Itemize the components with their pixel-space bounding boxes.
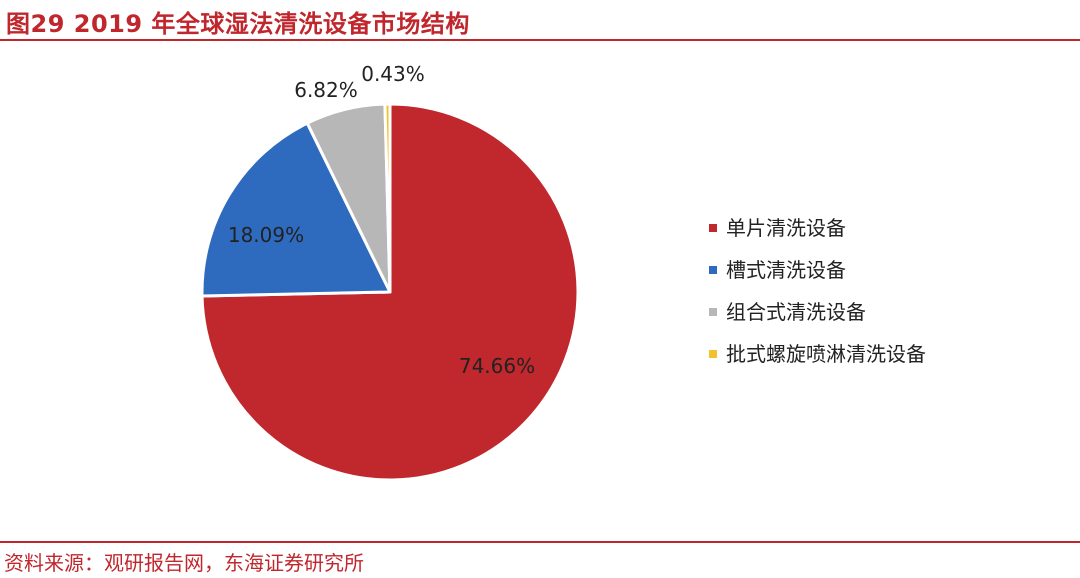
legend-label-slice-4: 批式螺旋喷淋清洗设备 [726, 342, 926, 366]
legend-swatch-slice-3 [709, 308, 717, 316]
data-label-slice-2: 18.09% [228, 223, 304, 247]
legend-label-slice-1: 单片清洗设备 [726, 216, 846, 240]
data-label-slice-4: 0.43% [361, 62, 425, 86]
pie-slices [200, 102, 580, 482]
legend-label-slice-3: 组合式清洗设备 [726, 300, 866, 324]
legend-swatch-slice-1 [709, 224, 717, 232]
source-note: 资料来源：观研报告网，东海证券研究所 [4, 551, 364, 575]
pie-slice-labels: 74.66% 18.09% 6.82%0.43% [228, 62, 535, 378]
data-label-slice-3: 6.82% [294, 78, 358, 102]
footer-divider [0, 541, 1080, 543]
legend-swatch-slice-4 [709, 350, 717, 358]
legend-swatch-slice-2 [709, 266, 717, 274]
figure-title: 图29 2019 年全球湿法清洗设备市场结构 [6, 10, 470, 38]
pie-slice-2 [200, 121, 392, 298]
data-label-slice-1: 74.66% [459, 354, 535, 378]
title-divider [0, 39, 1080, 41]
legend-label-slice-2: 槽式清洗设备 [726, 258, 846, 282]
pie-slice-4 [383, 102, 392, 294]
